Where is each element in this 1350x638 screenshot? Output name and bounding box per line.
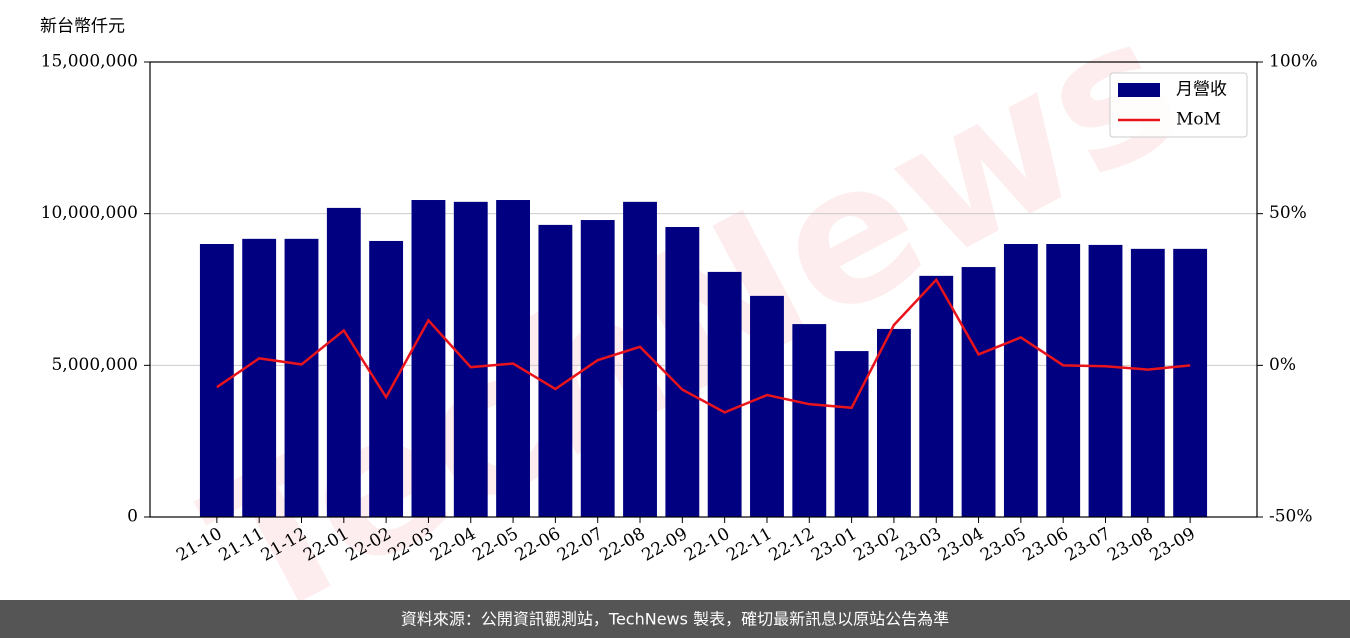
- y2-tick-label: 100%: [1269, 52, 1318, 72]
- plot-frame: [149, 61, 1258, 518]
- y2-tick-label: 50%: [1269, 203, 1307, 223]
- x-tick-label: 22-10: [681, 524, 733, 566]
- bar: [1046, 244, 1081, 517]
- bar: [792, 324, 827, 517]
- x-tick-label: 23-02: [850, 524, 902, 566]
- x-tick-label: 23-09: [1146, 524, 1198, 566]
- x-tick-label: 23-07: [1062, 524, 1114, 566]
- x-tick-label: 22-08: [596, 524, 648, 566]
- bar: [834, 351, 869, 517]
- source-note: 資料來源：公開資訊觀測站，TechNews 製表，確切最新訊息以原站公告為準: [401, 610, 949, 629]
- x-tick-label: 22-12: [766, 524, 818, 566]
- footer-bar: [0, 600, 1350, 638]
- bar: [242, 238, 277, 518]
- bar: [411, 200, 446, 517]
- x-tick-label: 23-06: [1019, 524, 1071, 566]
- x-tick-label: 23-08: [1104, 524, 1156, 566]
- bar: [1173, 248, 1208, 517]
- bar: [496, 200, 531, 517]
- bar: [750, 295, 784, 517]
- bar: [961, 267, 996, 517]
- bar: [707, 271, 742, 517]
- x-tick-label: 22-09: [639, 524, 691, 566]
- y2-tick-label: -50%: [1269, 507, 1313, 527]
- y2-tick-label: 0%: [1269, 355, 1296, 375]
- line: [216, 277, 1191, 414]
- x-tick-label: 22-11: [723, 524, 775, 566]
- bar: [538, 224, 573, 517]
- legend-label: 月營收: [1176, 80, 1227, 100]
- y-tick-label: 0: [127, 507, 138, 527]
- x-tick-label: 23-05: [977, 524, 1029, 566]
- bar: [1130, 248, 1165, 517]
- legend-swatch: [1118, 83, 1160, 97]
- bar: [326, 207, 361, 518]
- bar: [284, 238, 319, 518]
- bar: [665, 227, 700, 517]
- y-axis-label: 新台幣仟元: [40, 17, 125, 37]
- x-tick-label: 22-07: [554, 524, 606, 566]
- x-tick-label: 23-01: [808, 524, 860, 566]
- x-tick-label: 23-03: [893, 524, 945, 566]
- y-tick-label: 10,000,000: [41, 203, 138, 223]
- bar: [919, 275, 954, 517]
- bar: [1003, 244, 1038, 517]
- legend-label: MoM: [1176, 110, 1221, 130]
- y-tick-label: 15,000,000: [41, 52, 138, 72]
- bar: [876, 328, 911, 517]
- y-tick-label: 5,000,000: [51, 355, 138, 375]
- x-tick-label: 21-10: [173, 524, 225, 566]
- bar: [453, 201, 488, 517]
- x-tick-label: 23-04: [935, 524, 987, 566]
- bar: [1088, 244, 1123, 517]
